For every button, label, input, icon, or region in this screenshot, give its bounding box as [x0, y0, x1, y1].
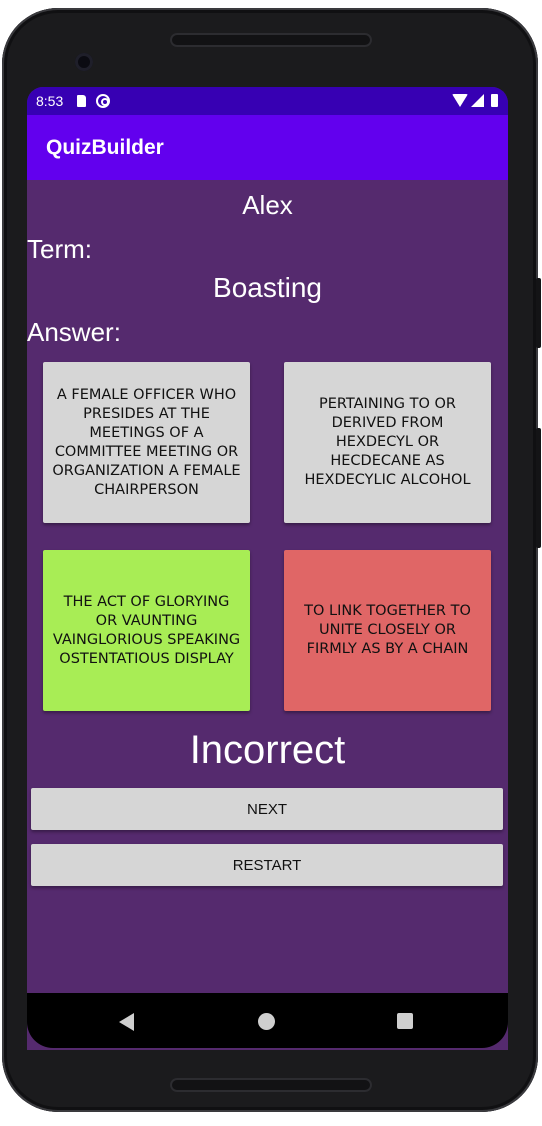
quiz-content: Alex Term: Boasting Answer: A FEMALE OFF…	[27, 180, 508, 993]
next-button[interactable]: NEXT	[31, 788, 503, 830]
bottom-speaker	[170, 1078, 372, 1092]
answer-option-3[interactable]: THE ACT OF GLORYING OR VAUNTING VAINGLOR…	[43, 550, 250, 711]
answer-option-4[interactable]: TO LINK TOGETHER TO UNITE CLOSELY OR FIR…	[284, 550, 491, 711]
recents-icon[interactable]	[397, 1013, 413, 1029]
notification-icon	[96, 94, 111, 108]
status-bar: 8:53	[27, 87, 508, 115]
front-camera	[75, 53, 93, 71]
battery-icon	[491, 94, 498, 107]
answer-label: Answer:	[27, 317, 121, 347]
status-time: 8:53	[36, 93, 64, 109]
user-name: Alex	[242, 190, 293, 220]
term-label: Term:	[27, 234, 92, 264]
answer-option-2[interactable]: PERTAINING TO OR DERIVED FROM HEXDECYL O…	[284, 362, 491, 523]
restart-button[interactable]: RESTART	[31, 844, 503, 886]
home-icon[interactable]	[258, 1013, 275, 1030]
term-value: Boasting	[213, 272, 322, 303]
volume-button	[536, 428, 541, 548]
wifi-icon	[452, 94, 468, 107]
answer-option-1[interactable]: A FEMALE OFFICER WHO PRESIDES AT THE MEE…	[43, 362, 250, 523]
status-indicators	[452, 94, 498, 107]
back-icon[interactable]	[119, 1013, 134, 1031]
app-title: QuizBuilder	[46, 135, 164, 159]
sd-card-icon	[77, 95, 87, 107]
result-text: Incorrect	[189, 728, 346, 772]
power-button	[536, 278, 541, 348]
earpiece-speaker	[170, 33, 372, 47]
app-bar: QuizBuilder	[27, 115, 508, 180]
app-screen: 8:53 QuizBuilder Alex Term: Boasting Ans…	[27, 87, 508, 1050]
signal-icon	[471, 94, 484, 107]
navigation-bar	[27, 993, 508, 1048]
